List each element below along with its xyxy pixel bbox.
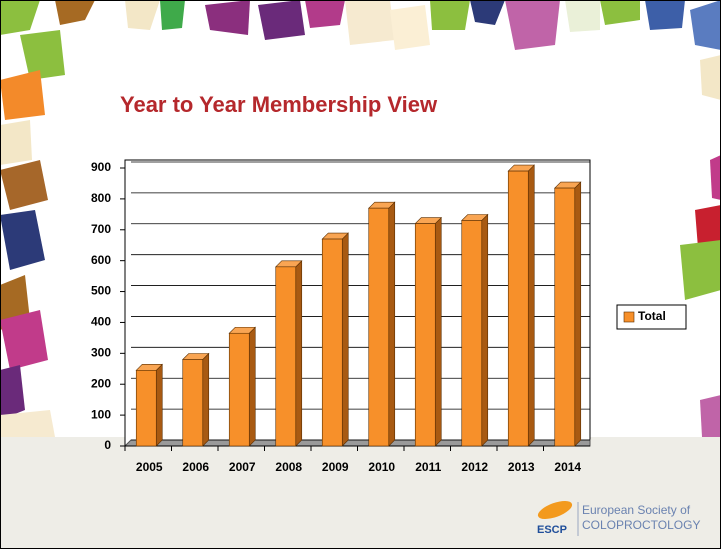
x-tick-label: 2012: [461, 460, 488, 474]
y-tick-label: 500: [91, 284, 111, 298]
bar-front: [182, 359, 204, 447]
bar-front: [507, 170, 529, 447]
bar-side: [202, 352, 210, 447]
bar: [321, 232, 349, 447]
bar-side: [155, 363, 163, 447]
bar-front: [414, 223, 436, 447]
logo-abbr: ESCP: [537, 524, 567, 536]
bar-side: [295, 260, 303, 447]
logo: ESCP European Society of COLOPROCTOLOGY: [537, 500, 700, 536]
y-tick-label: 100: [91, 407, 111, 421]
x-tick-label: 2013: [508, 460, 535, 474]
chart-title: Year to Year Membership View: [120, 92, 438, 117]
x-tick-label: 2014: [554, 460, 581, 474]
y-tick-label: 700: [91, 222, 111, 236]
bar: [554, 181, 582, 447]
y-tick-label: 300: [91, 346, 111, 360]
bar: [228, 326, 256, 447]
y-tick-label: 900: [91, 160, 111, 174]
x-tick-label: 2006: [182, 460, 209, 474]
y-tick-label: 200: [91, 376, 111, 390]
y-tick-label: 800: [91, 191, 111, 205]
bar: [368, 201, 396, 447]
bar-side: [341, 232, 349, 447]
bar-front: [275, 266, 297, 447]
x-tick-label: 2005: [136, 460, 163, 474]
bar-front: [368, 207, 390, 447]
x-tick-label: 2008: [275, 460, 302, 474]
legend-label: Total: [638, 309, 666, 323]
y-tick-label: 600: [91, 253, 111, 267]
logo-line1: European Society of: [582, 503, 691, 517]
bar: [414, 216, 442, 447]
bar-side: [248, 326, 256, 447]
x-tick-label: 2009: [322, 460, 349, 474]
bar-front: [228, 332, 250, 447]
logo-line2: COLOPROCTOLOGY: [582, 518, 700, 532]
bar: [275, 260, 303, 447]
bar-front: [554, 187, 576, 447]
x-tick-label: 2007: [229, 460, 256, 474]
x-tick-label: 2010: [368, 460, 395, 474]
bar-front: [135, 370, 157, 447]
bar-side: [527, 164, 535, 447]
bar-side: [481, 213, 489, 447]
footer-band: [0, 437, 721, 549]
y-tick-label: 0: [104, 438, 111, 452]
bar: [135, 363, 163, 447]
logo-swoosh: [537, 500, 573, 520]
bar: [507, 164, 535, 447]
decorations: [0, 0, 721, 437]
x-tick-label: 2011: [415, 460, 441, 474]
bar-side: [574, 181, 582, 447]
bar-side: [388, 201, 396, 447]
bar-front: [461, 220, 483, 447]
y-tick-label: 400: [91, 315, 111, 329]
bar: [461, 213, 489, 447]
bar-side: [434, 216, 442, 447]
legend-swatch: [623, 311, 635, 323]
bar: [182, 352, 210, 447]
bar-front: [321, 238, 343, 447]
